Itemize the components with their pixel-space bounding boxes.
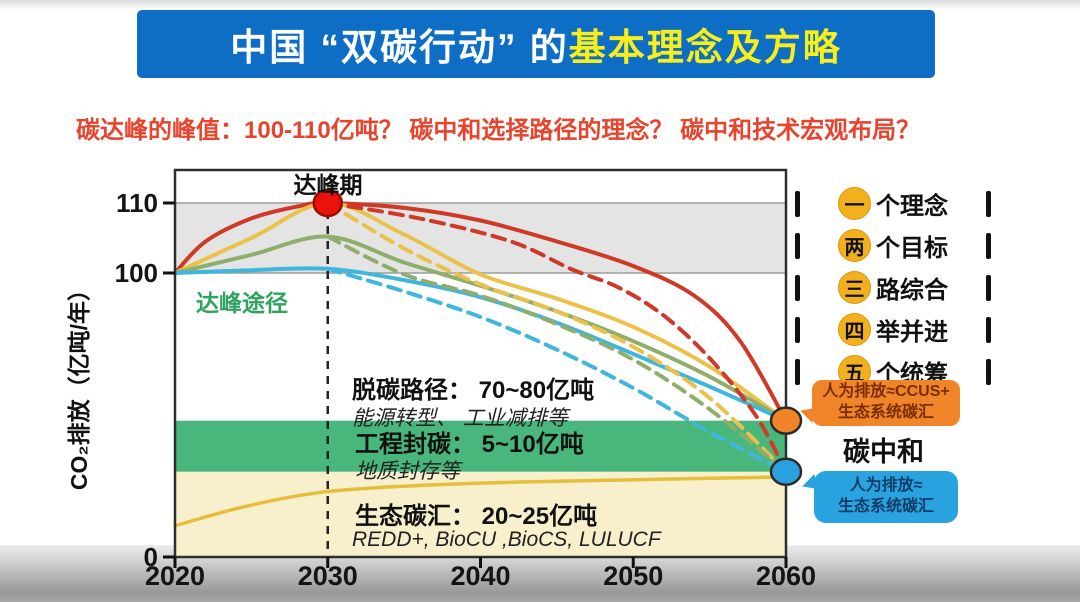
vertical-bar-icon bbox=[795, 358, 800, 385]
ecological-sink-title: 生态碳汇： 20~25亿吨 bbox=[355, 503, 598, 530]
x-tick-label-2040: 2040 bbox=[450, 561, 511, 591]
series-blue-dashed-to-eco bbox=[325, 266, 788, 474]
engineered-sequestration-title: 工程封碳： 5~10亿吨 bbox=[355, 431, 584, 458]
eco-callout-line1: 人为排放≈ bbox=[849, 477, 923, 495]
vertical-bar-icon bbox=[986, 190, 991, 217]
eco-sink-callout: 人为排放≈ 生态系统碳汇 bbox=[814, 471, 958, 523]
vertical-bar-icon bbox=[795, 190, 800, 217]
vertical-bar-icon bbox=[986, 232, 991, 259]
strategy-item-1: 一个理念 bbox=[795, 186, 991, 221]
strategy-item-text: 个目标 bbox=[876, 235, 948, 262]
vertical-bar-icon bbox=[795, 232, 800, 259]
series-yellow-dashed-to-eco bbox=[325, 201, 788, 474]
x-tick-label-2020: 2020 bbox=[144, 561, 206, 591]
vertical-bar-icon bbox=[795, 274, 800, 301]
vertical-bar-icon bbox=[795, 316, 800, 343]
eco-callout-line2: 生态系统碳汇 bbox=[837, 498, 934, 515]
strategy-item-main: 一个理念 bbox=[838, 186, 948, 221]
numeral-circle-icon: 两 bbox=[838, 229, 871, 262]
numeral-circle-icon: 一 bbox=[838, 187, 871, 220]
peak-path-label: 达峰途径 bbox=[196, 290, 288, 316]
carbon-neutrality-label: 碳中和 bbox=[843, 437, 924, 467]
series-red-solid-late-peak-to-ccus bbox=[173, 200, 788, 423]
slide-title-bar: 中国 “双碳行动” 的基本理念及方略 bbox=[137, 10, 935, 78]
ccus-callout-line2: 生态系统碳汇 bbox=[837, 404, 934, 421]
x-tick-label-2030: 2030 bbox=[297, 561, 358, 591]
strategy-item-4: 四举并进 bbox=[795, 312, 991, 347]
peak-period-label: 达峰期 bbox=[293, 172, 363, 198]
strategy-item-main: 三路综合 bbox=[838, 270, 948, 305]
engineered-sequestration-sub: 地质封存等 bbox=[355, 460, 460, 483]
y-tick-label-0: 0 bbox=[143, 542, 158, 572]
question-subtitle: 碳达峰的峰值：100-110亿吨？ 碳中和选择路径的理念？ 碳中和技术宏观布局？ bbox=[76, 117, 921, 144]
series-red-dashed-to-eco bbox=[325, 201, 788, 474]
decarbonization-path-title: 脱碳路径： 70~80亿吨 bbox=[352, 377, 595, 404]
title-prefix: 中国 “双碳行动” 的 bbox=[230, 27, 569, 68]
strategy-list: 一个理念两个目标三路综合四举并进五个统筹 bbox=[795, 186, 991, 389]
x-tick-label-2060: 2060 bbox=[755, 561, 817, 591]
series-ecological-sink-growth bbox=[173, 475, 788, 528]
eco-endpoint-dot bbox=[769, 457, 803, 487]
band-peak-range-100-110 bbox=[175, 203, 786, 273]
strategy-item-text: 路综合 bbox=[876, 277, 948, 304]
y-tick-label-100: 100 bbox=[114, 258, 158, 288]
vertical-bar-icon bbox=[986, 358, 991, 385]
vertical-bar-icon bbox=[986, 316, 991, 343]
y-tick-label-110: 110 bbox=[116, 188, 158, 218]
ccus-callout-line1: 人为排放≈CCUS+ bbox=[822, 383, 950, 401]
title-highlight: 基本理念及方略 bbox=[568, 27, 842, 68]
series-green-dashed-to-eco bbox=[325, 234, 788, 474]
peak-dot bbox=[312, 188, 343, 218]
strategy-item-main: 四举并进 bbox=[838, 312, 948, 347]
strategy-item-text: 个理念 bbox=[876, 193, 948, 220]
band-ecological-sink bbox=[175, 471, 786, 557]
strategy-item-text: 举并进 bbox=[876, 319, 948, 346]
ccus-callout: 人为排放≈CCUS+ 生态系统碳汇 bbox=[812, 380, 960, 426]
ccus-endpoint-dot bbox=[769, 406, 803, 435]
x-tick-label-2050: 2050 bbox=[603, 561, 664, 591]
vertical-bar-icon bbox=[986, 274, 991, 301]
band-engineered-sequestration bbox=[175, 420, 786, 472]
y-axis-label: CO₂排放（亿吨/年） bbox=[66, 277, 92, 491]
ecological-sink-sub: REDD+, BioCU ,BioCS, LULUCF bbox=[352, 528, 661, 551]
series-yellow-solid-to-ccus bbox=[173, 200, 788, 423]
strategy-item-3: 三路综合 bbox=[795, 270, 991, 305]
decarbonization-path-sub: 能源转型、 工业减排等 bbox=[352, 407, 568, 430]
strategy-item-2: 两个目标 bbox=[795, 228, 991, 263]
numeral-circle-icon: 三 bbox=[838, 271, 871, 304]
strategy-item-main: 两个目标 bbox=[838, 228, 948, 263]
numeral-circle-icon: 四 bbox=[838, 313, 871, 346]
top-gradient bbox=[0, 0, 1080, 10]
